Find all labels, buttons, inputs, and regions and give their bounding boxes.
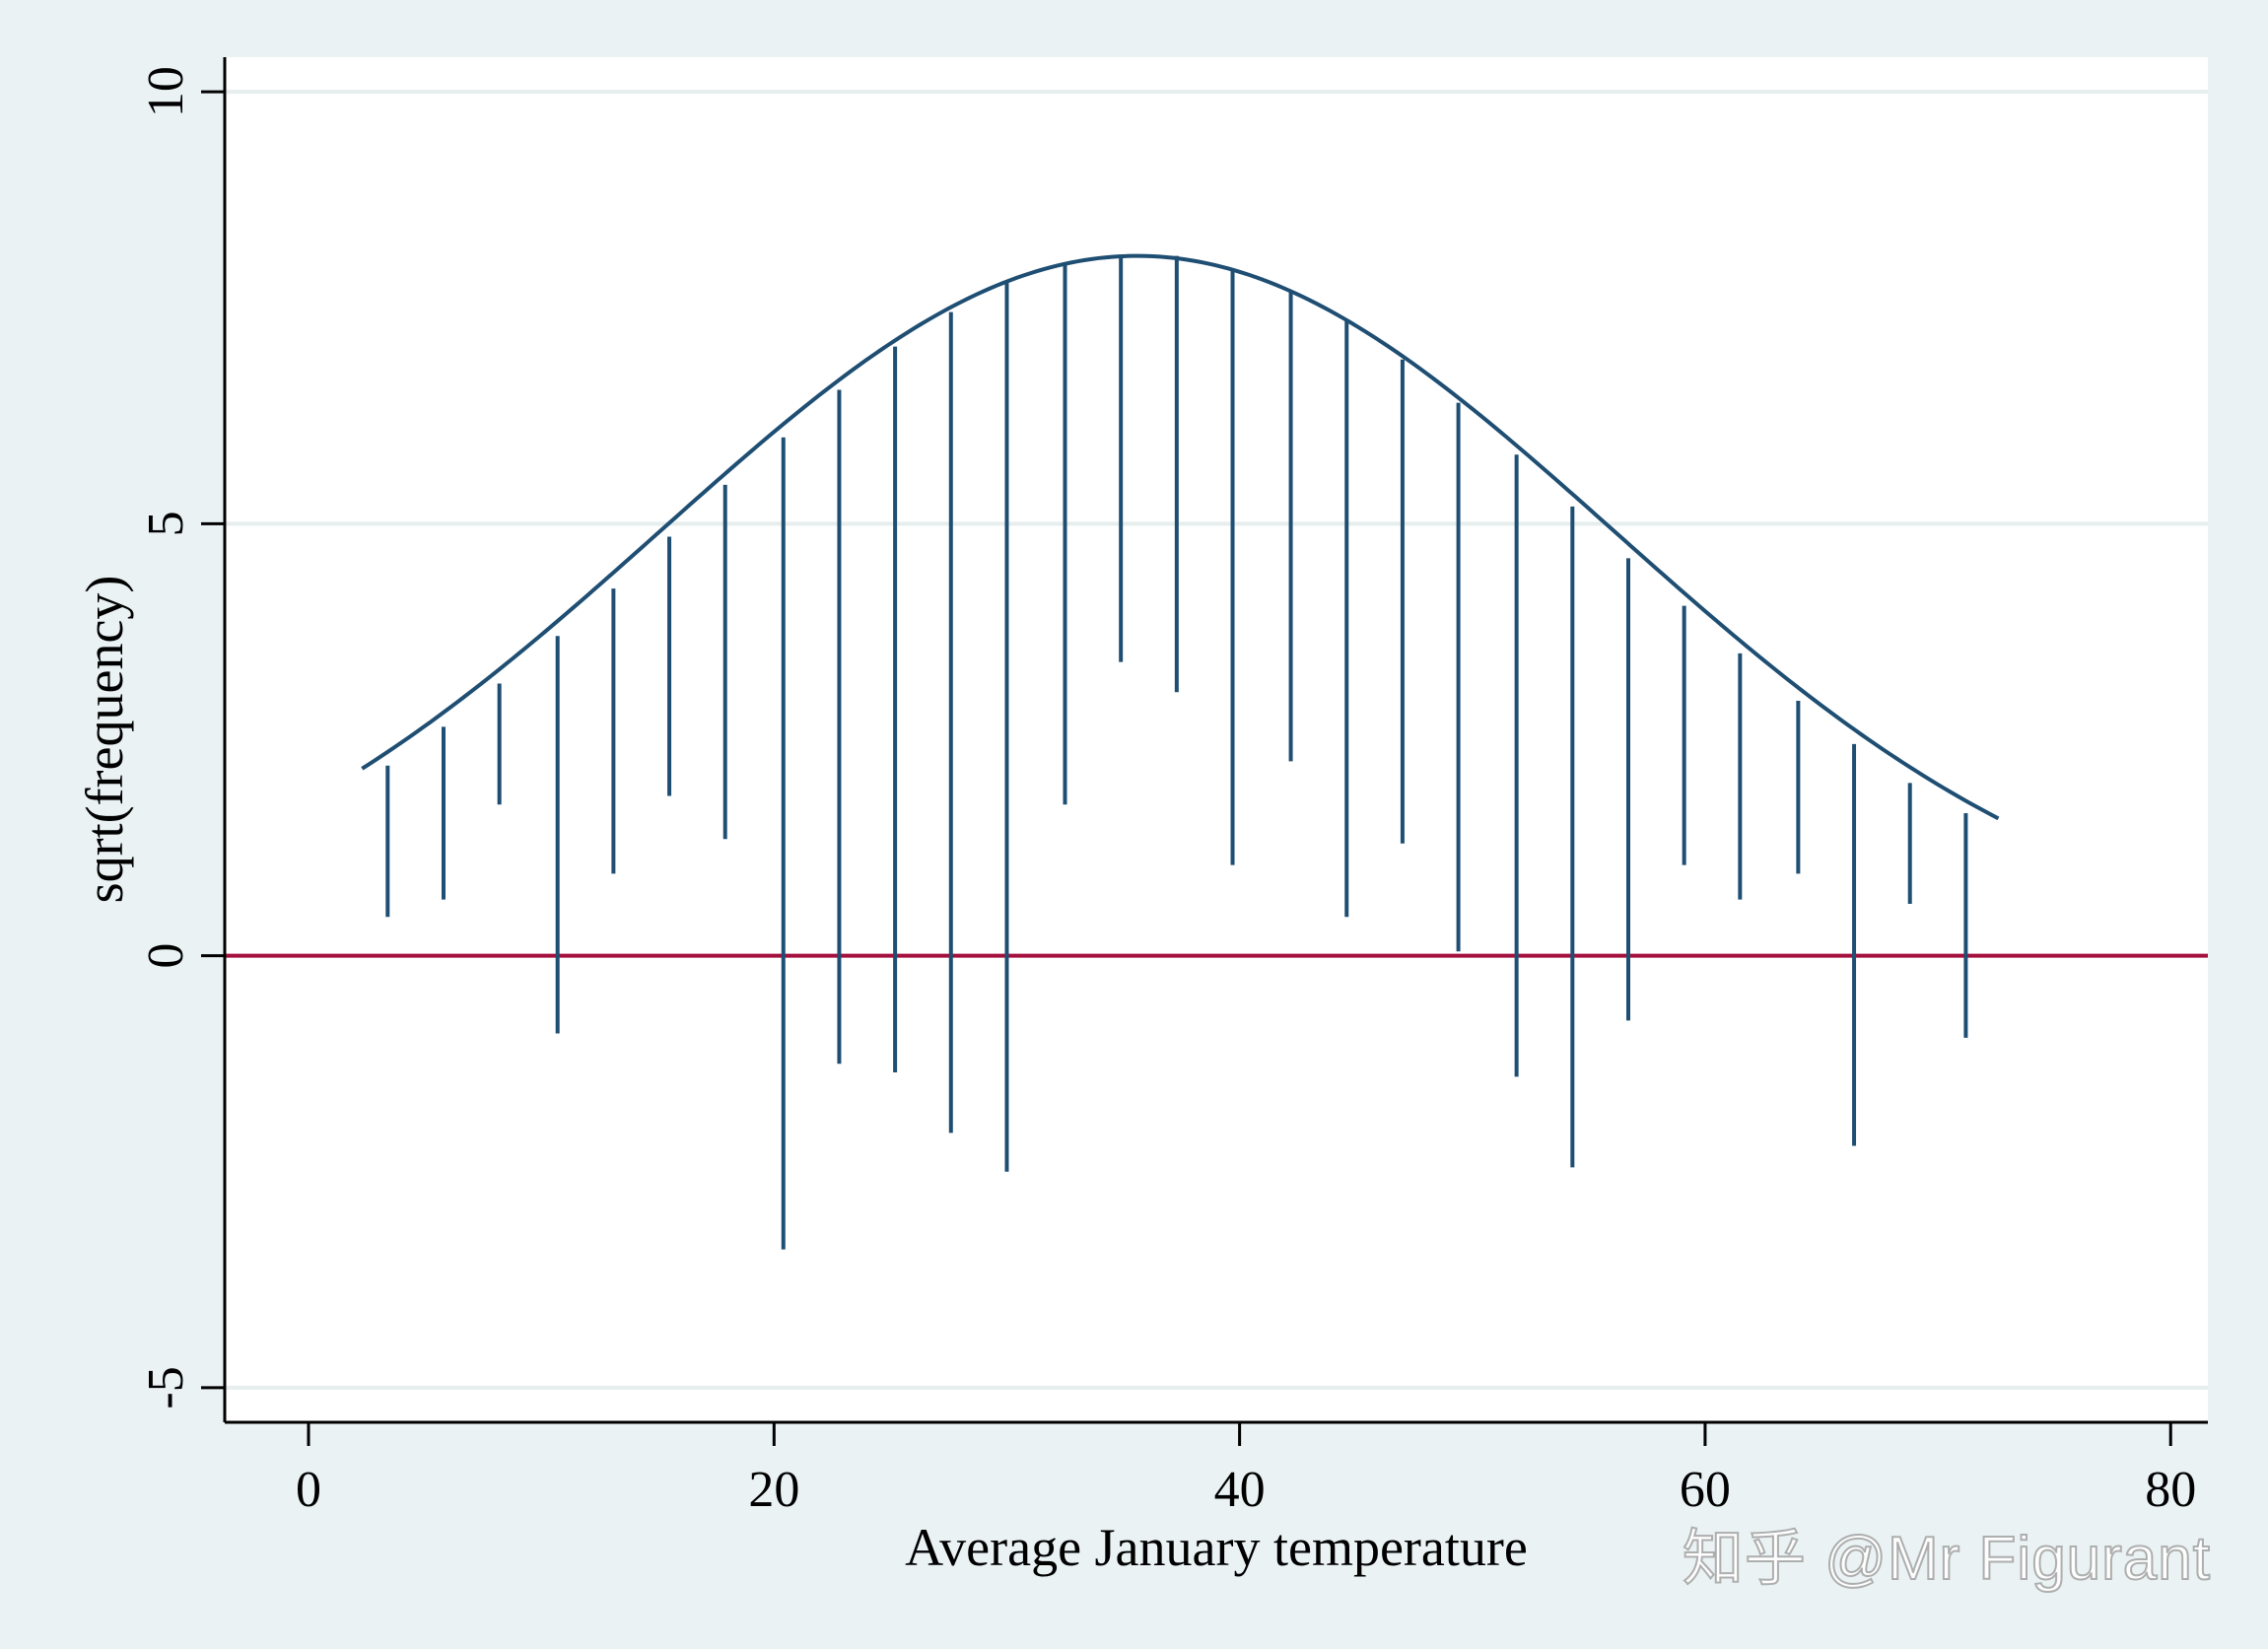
fitted-curve-group xyxy=(361,253,2000,821)
rootogram-bars xyxy=(385,255,1968,1250)
x-tick-label: 60 xyxy=(1680,1462,1731,1518)
watermark: 知乎 @Mr Figurant xyxy=(1682,1524,2211,1594)
y-tick-label: 10 xyxy=(138,66,194,117)
x-axis-title: Average January temperature xyxy=(905,1518,1528,1577)
x-axis-ticks: 0 20 40 60 80 xyxy=(296,1422,2196,1518)
gridlines xyxy=(225,90,2208,1390)
x-tick-label: 20 xyxy=(748,1462,799,1518)
y-tick-label: 0 xyxy=(138,943,194,969)
x-tick-label: 40 xyxy=(1214,1462,1266,1518)
y-tick-label: -5 xyxy=(138,1366,194,1409)
plot-area xyxy=(225,57,2208,1422)
fitted-curve xyxy=(361,253,2000,821)
x-tick-label: 0 xyxy=(296,1462,321,1518)
y-axis-ticks: -5 0 5 10 xyxy=(138,66,225,1409)
y-tick-label: 5 xyxy=(138,511,194,536)
y-axis-title: sqrt(frequency) xyxy=(75,576,134,904)
x-tick-label: 80 xyxy=(2145,1462,2196,1518)
axes xyxy=(223,57,2208,1424)
